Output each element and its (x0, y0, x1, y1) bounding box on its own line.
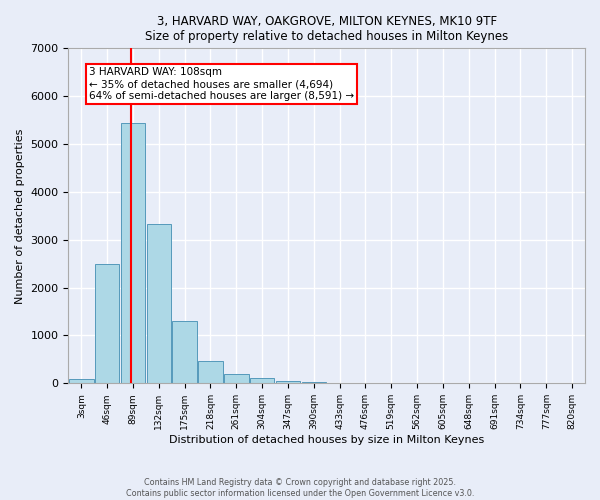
X-axis label: Distribution of detached houses by size in Milton Keynes: Distribution of detached houses by size … (169, 435, 484, 445)
Bar (275, 380, 300, 384)
Bar (121, 122, 145, 384)
Bar (224, 374, 248, 384)
Text: 3 HARVARD WAY: 108sqm
← 35% of detached houses are smaller (4,694)
64% of semi-d: 3 HARVARD WAY: 108sqm ← 35% of detached … (89, 68, 354, 100)
Y-axis label: Number of detached properties: Number of detached properties (15, 128, 25, 304)
Text: Contains HM Land Registry data © Crown copyright and database right 2025.
Contai: Contains HM Land Registry data © Crown c… (126, 478, 474, 498)
Bar (172, 320, 197, 384)
Bar (302, 382, 326, 384)
Bar (69, 378, 94, 384)
Bar (146, 224, 171, 384)
Bar (198, 362, 223, 384)
Title: 3, HARVARD WAY, OAKGROVE, MILTON KEYNES, MK10 9TF
Size of property relative to d: 3, HARVARD WAY, OAKGROVE, MILTON KEYNES,… (145, 15, 508, 43)
Bar (250, 378, 274, 384)
Bar (95, 264, 119, 384)
